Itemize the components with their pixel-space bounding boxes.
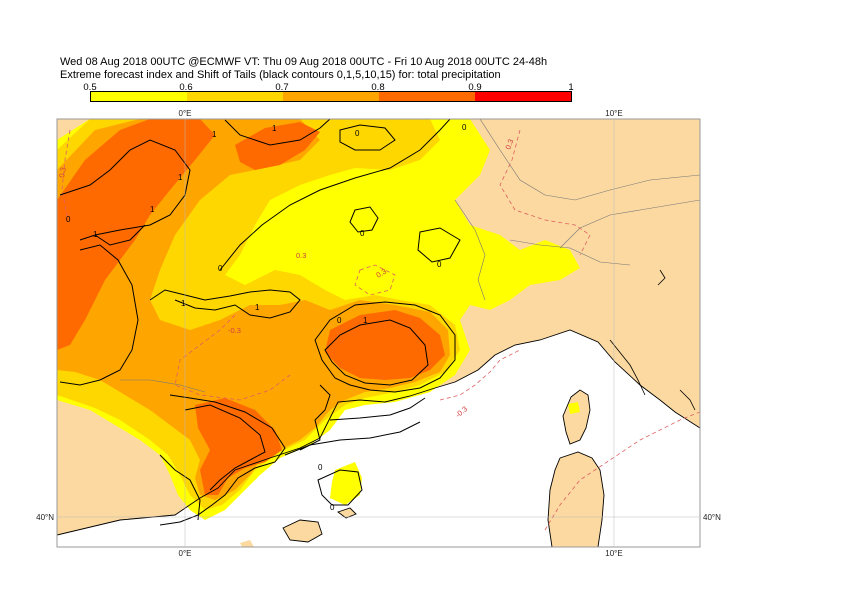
balearic-coast [282,507,357,543]
sardinia [548,452,604,547]
efi-label: 0.3 [503,138,515,151]
sot-label: 0 [462,123,467,132]
graticule [57,119,700,547]
colorbar-tick: 0.9 [468,82,482,93]
corsica-coast [562,389,591,445]
sot-label: 0 [330,503,335,512]
coastline [57,329,700,536]
lon-label-top: 0°E [179,109,192,118]
colorbar-tick: 0.6 [179,82,193,93]
sot-label: 0 [437,260,442,269]
italy-coast [609,269,696,411]
lat-label-left: 40°N [36,513,54,522]
colorbar-tick: 0.7 [275,82,289,93]
sot-label: 0 [360,229,365,238]
sot-label: 0 [337,316,342,325]
efi-08-region-france [235,122,320,170]
sardinia-coast [547,451,605,547]
sot-label: 1 [212,130,217,139]
sot-label: 1 [178,173,183,182]
title-line-2: Extreme forecast index and Shift of Tail… [60,69,501,81]
country-borders [120,119,700,393]
efi-dashed-contours [61,129,700,531]
efi-08-region-spain [195,398,282,495]
corsica [563,390,590,444]
sot-contour-labels: 0 1 0 1 0 1 1 0 0 0 1 0 1 1 1 0 0 [66,123,467,512]
sot-label: 1 [272,124,277,133]
efi-05-corsica-region [568,402,580,414]
efi-label: 0.3 [296,251,306,260]
efi-colorbar [90,91,572,102]
efi-label: -0.3 [228,326,241,335]
sot-label: 1 [181,299,186,308]
colorbar-bin [283,92,379,101]
lon-label-bottom: 0°E [179,549,192,558]
efi-05-small-region [330,462,362,505]
sot-contours [59,119,461,526]
colorbar-tick: 1 [568,82,574,93]
axis-labels: 0°E 10°E 0°E 10°E 40°N 40°N [36,109,721,558]
sot-label: 1 [150,205,155,214]
colorbar-bin [187,92,283,101]
colorbar-bin [91,92,187,101]
sot-label: 1 [363,316,368,325]
mallorca [283,520,322,542]
efi-label: 0.3 [57,167,68,179]
colorbar-bin [475,92,571,101]
sot-label: 0 [318,463,323,472]
title-line-1: Wed 08 Aug 2018 00UTC @ECMWF VT: Thu 09 … [60,56,548,68]
colorbar-bin [379,92,475,101]
sot-label: 0 [355,129,360,138]
colorbar-tick: 0.5 [83,82,97,93]
lat-label-right: 40°N [703,513,721,522]
sot-label: 0 [66,215,71,224]
lon-label-top: 10°E [605,109,622,118]
colorbar-tick: 0.8 [371,82,385,93]
sot-label: 0 [218,264,223,273]
map-frame [56,118,701,548]
sot-label: 1 [255,303,260,312]
lon-label-bottom: 10°E [605,549,622,558]
ibiza [240,540,254,547]
efi-07-region [57,119,450,500]
sot-label: 1 [93,230,98,239]
